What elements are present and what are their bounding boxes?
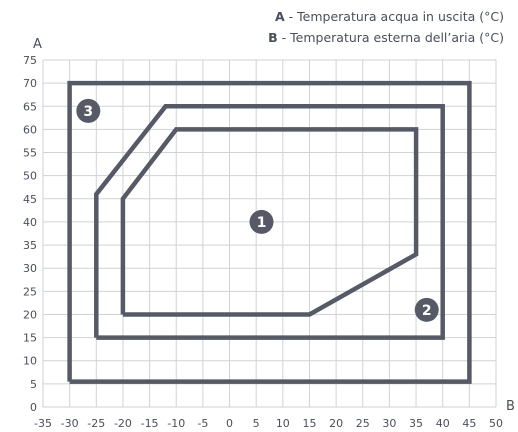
x-tick-label: 10 [276, 417, 290, 430]
y-tick-label: 50 [23, 170, 37, 183]
y-axis-label: A [33, 37, 42, 52]
zone-3-label: 3 [83, 104, 93, 120]
y-tick-label: 45 [23, 193, 37, 206]
y-tick-label: 0 [30, 401, 37, 414]
x-axis-label: B [506, 399, 515, 414]
y-tick-label: 30 [23, 262, 37, 275]
x-tick-label: -15 [141, 417, 159, 430]
zone-3-marker [76, 98, 101, 123]
zone-2-label: 2 [422, 303, 432, 319]
y-axis-ticks: 0 5 10 15 20 25 30 35 40 45 50 55 60 65 70 75 [23, 54, 37, 414]
chart-grid [42, 59, 497, 408]
y-tick-label: 20 [23, 308, 37, 321]
zone-1-label: 1 [257, 215, 267, 231]
x-tick-label: 50 [489, 417, 503, 430]
y-tick-label: 35 [23, 239, 37, 252]
legend-entry-a: A - Temperatura acqua in uscita (°C) [275, 9, 504, 24]
x-tick-label: 15 [302, 417, 316, 430]
x-tick-label: 0 [226, 417, 233, 430]
legend-text-a: - Temperatura acqua in uscita (°C) [284, 9, 504, 24]
x-tick-label: -35 [34, 417, 52, 430]
x-tick-label: 25 [356, 417, 370, 430]
y-tick-label: 65 [23, 100, 37, 113]
y-tick-label: 55 [23, 147, 37, 160]
x-tick-label: 35 [409, 417, 423, 430]
x-axis-ticks: -35 -30 -25 -20 -15 -10 -5 0 5 10 15 20 25 30 35 40 45 50 [34, 417, 503, 430]
legend-key-a: A [275, 9, 285, 24]
x-tick-label: -20 [114, 417, 132, 430]
y-tick-label: 70 [23, 77, 37, 90]
x-tick-label: 45 [462, 417, 476, 430]
zone-1-marker [249, 209, 274, 234]
x-tick-label: 20 [329, 417, 343, 430]
y-tick-label: 60 [23, 123, 37, 136]
x-tick-label: -10 [167, 417, 185, 430]
y-tick-label: 40 [23, 216, 37, 229]
legend-key-b: B [268, 30, 278, 45]
x-tick-label: 5 [253, 417, 260, 430]
zone-3-boundary [67, 80, 472, 384]
legend-text-b: - Temperatura esterna dell’aria (°C) [277, 30, 504, 45]
x-tick-label: 30 [382, 417, 396, 430]
operating-zones: 1 2 3 [67, 80, 472, 384]
x-tick-label: -5 [197, 417, 208, 430]
legend-entry-b: B - Temperatura esterna dell’aria (°C) [268, 30, 504, 45]
y-tick-label: 5 [30, 378, 37, 391]
y-tick-label: 75 [23, 54, 37, 67]
zone-2-marker [414, 297, 439, 322]
y-tick-label: 25 [23, 285, 37, 298]
x-tick-label: 40 [436, 417, 450, 430]
x-tick-label: -30 [61, 417, 79, 430]
y-tick-label: 10 [23, 355, 37, 368]
x-tick-label: -25 [87, 417, 105, 430]
zone-1-boundary [120, 127, 419, 317]
zone-2-boundary [94, 104, 445, 340]
y-tick-label: 15 [23, 332, 37, 345]
